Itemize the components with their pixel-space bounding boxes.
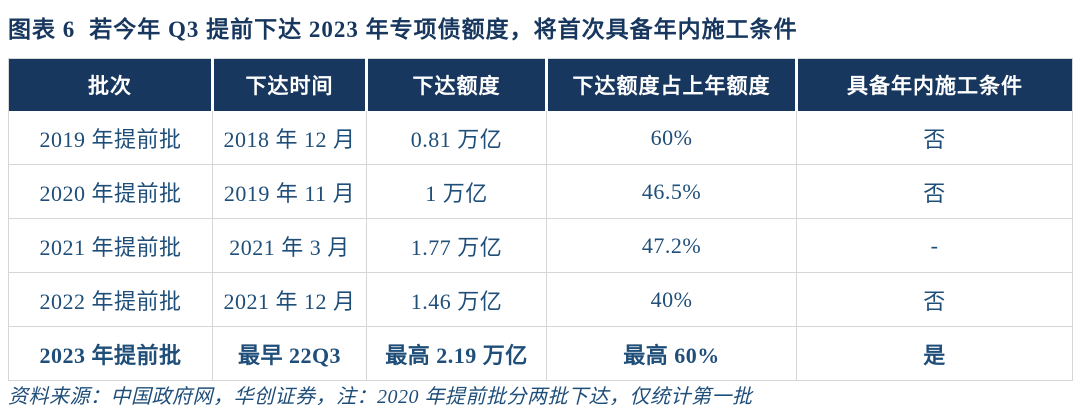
table-row: 2021 年提前批 2021 年 3 月 1.77 万亿 47.2% - bbox=[8, 218, 1073, 273]
header-cell-batch: 批次 bbox=[8, 58, 213, 111]
cell-batch: 2021 年提前批 bbox=[8, 218, 213, 273]
cell-condition: 否 bbox=[796, 272, 1073, 327]
cell-share: 60% bbox=[546, 111, 797, 165]
cell-condition: 否 bbox=[796, 164, 1073, 219]
cell-share: 46.5% bbox=[546, 164, 797, 219]
cell-batch: 2023 年提前批 bbox=[8, 326, 213, 381]
header-cell-construction-condition: 具备年内施工条件 bbox=[795, 58, 1073, 111]
header-cell-issue-amount: 下达额度 bbox=[365, 58, 547, 111]
cell-condition: - bbox=[796, 218, 1073, 273]
cell-issue-time: 2021 年 12 月 bbox=[212, 272, 367, 327]
cell-share: 40% bbox=[546, 272, 797, 327]
cell-issue-time: 2021 年 3 月 bbox=[212, 218, 367, 273]
cell-batch: 2019 年提前批 bbox=[8, 111, 213, 165]
cell-issue-amount: 1.77 万亿 bbox=[366, 218, 547, 273]
cell-issue-time: 最早 22Q3 bbox=[212, 326, 367, 381]
cell-issue-amount: 1 万亿 bbox=[366, 164, 547, 219]
cell-issue-amount: 1.46 万亿 bbox=[366, 272, 547, 327]
table-row: 2020 年提前批 2019 年 11 月 1 万亿 46.5% 否 bbox=[8, 164, 1073, 219]
table-row: 2022 年提前批 2021 年 12 月 1.46 万亿 40% 否 bbox=[8, 272, 1073, 327]
table-row-highlight-2023: 2023 年提前批 最早 22Q3 最高 2.19 万亿 最高 60% 是 bbox=[8, 326, 1073, 381]
figure-title: 图表 6 若今年 Q3 提前下达 2023 年专项债额度，将首次具备年内施工条件 bbox=[8, 10, 1072, 44]
cell-issue-time: 2019 年 11 月 bbox=[212, 164, 367, 219]
header-cell-issue-time: 下达时间 bbox=[211, 58, 367, 111]
source-note: 资料来源：中国政府网，华创证券，注：2020 年提前批分两批下达，仅统计第一批 bbox=[8, 386, 753, 408]
cell-share: 最高 60% bbox=[546, 326, 797, 381]
cell-batch: 2020 年提前批 bbox=[8, 164, 213, 219]
table-header-row: 批次 下达时间 下达额度 下达额度占上年额度 具备年内施工条件 bbox=[8, 58, 1073, 111]
cell-batch: 2022 年提前批 bbox=[8, 272, 213, 327]
table-row: 2019 年提前批 2018 年 12 月 0.81 万亿 60% 否 bbox=[8, 111, 1073, 165]
figure-title-label: 图表 6 bbox=[8, 17, 76, 42]
cell-condition: 是 bbox=[796, 326, 1073, 381]
cell-issue-amount: 0.81 万亿 bbox=[366, 111, 547, 165]
bond-quota-table: 批次 下达时间 下达额度 下达额度占上年额度 具备年内施工条件 2019 年提前… bbox=[8, 58, 1073, 381]
cell-issue-time: 2018 年 12 月 bbox=[212, 111, 367, 165]
figure-title-text: 若今年 Q3 提前下达 2023 年专项债额度，将首次具备年内施工条件 bbox=[89, 17, 798, 42]
cell-condition: 否 bbox=[796, 111, 1073, 165]
header-cell-share-of-prev-year: 下达额度占上年额度 bbox=[545, 58, 797, 111]
cell-share: 47.2% bbox=[546, 218, 797, 273]
cell-issue-amount: 最高 2.19 万亿 bbox=[366, 326, 547, 381]
